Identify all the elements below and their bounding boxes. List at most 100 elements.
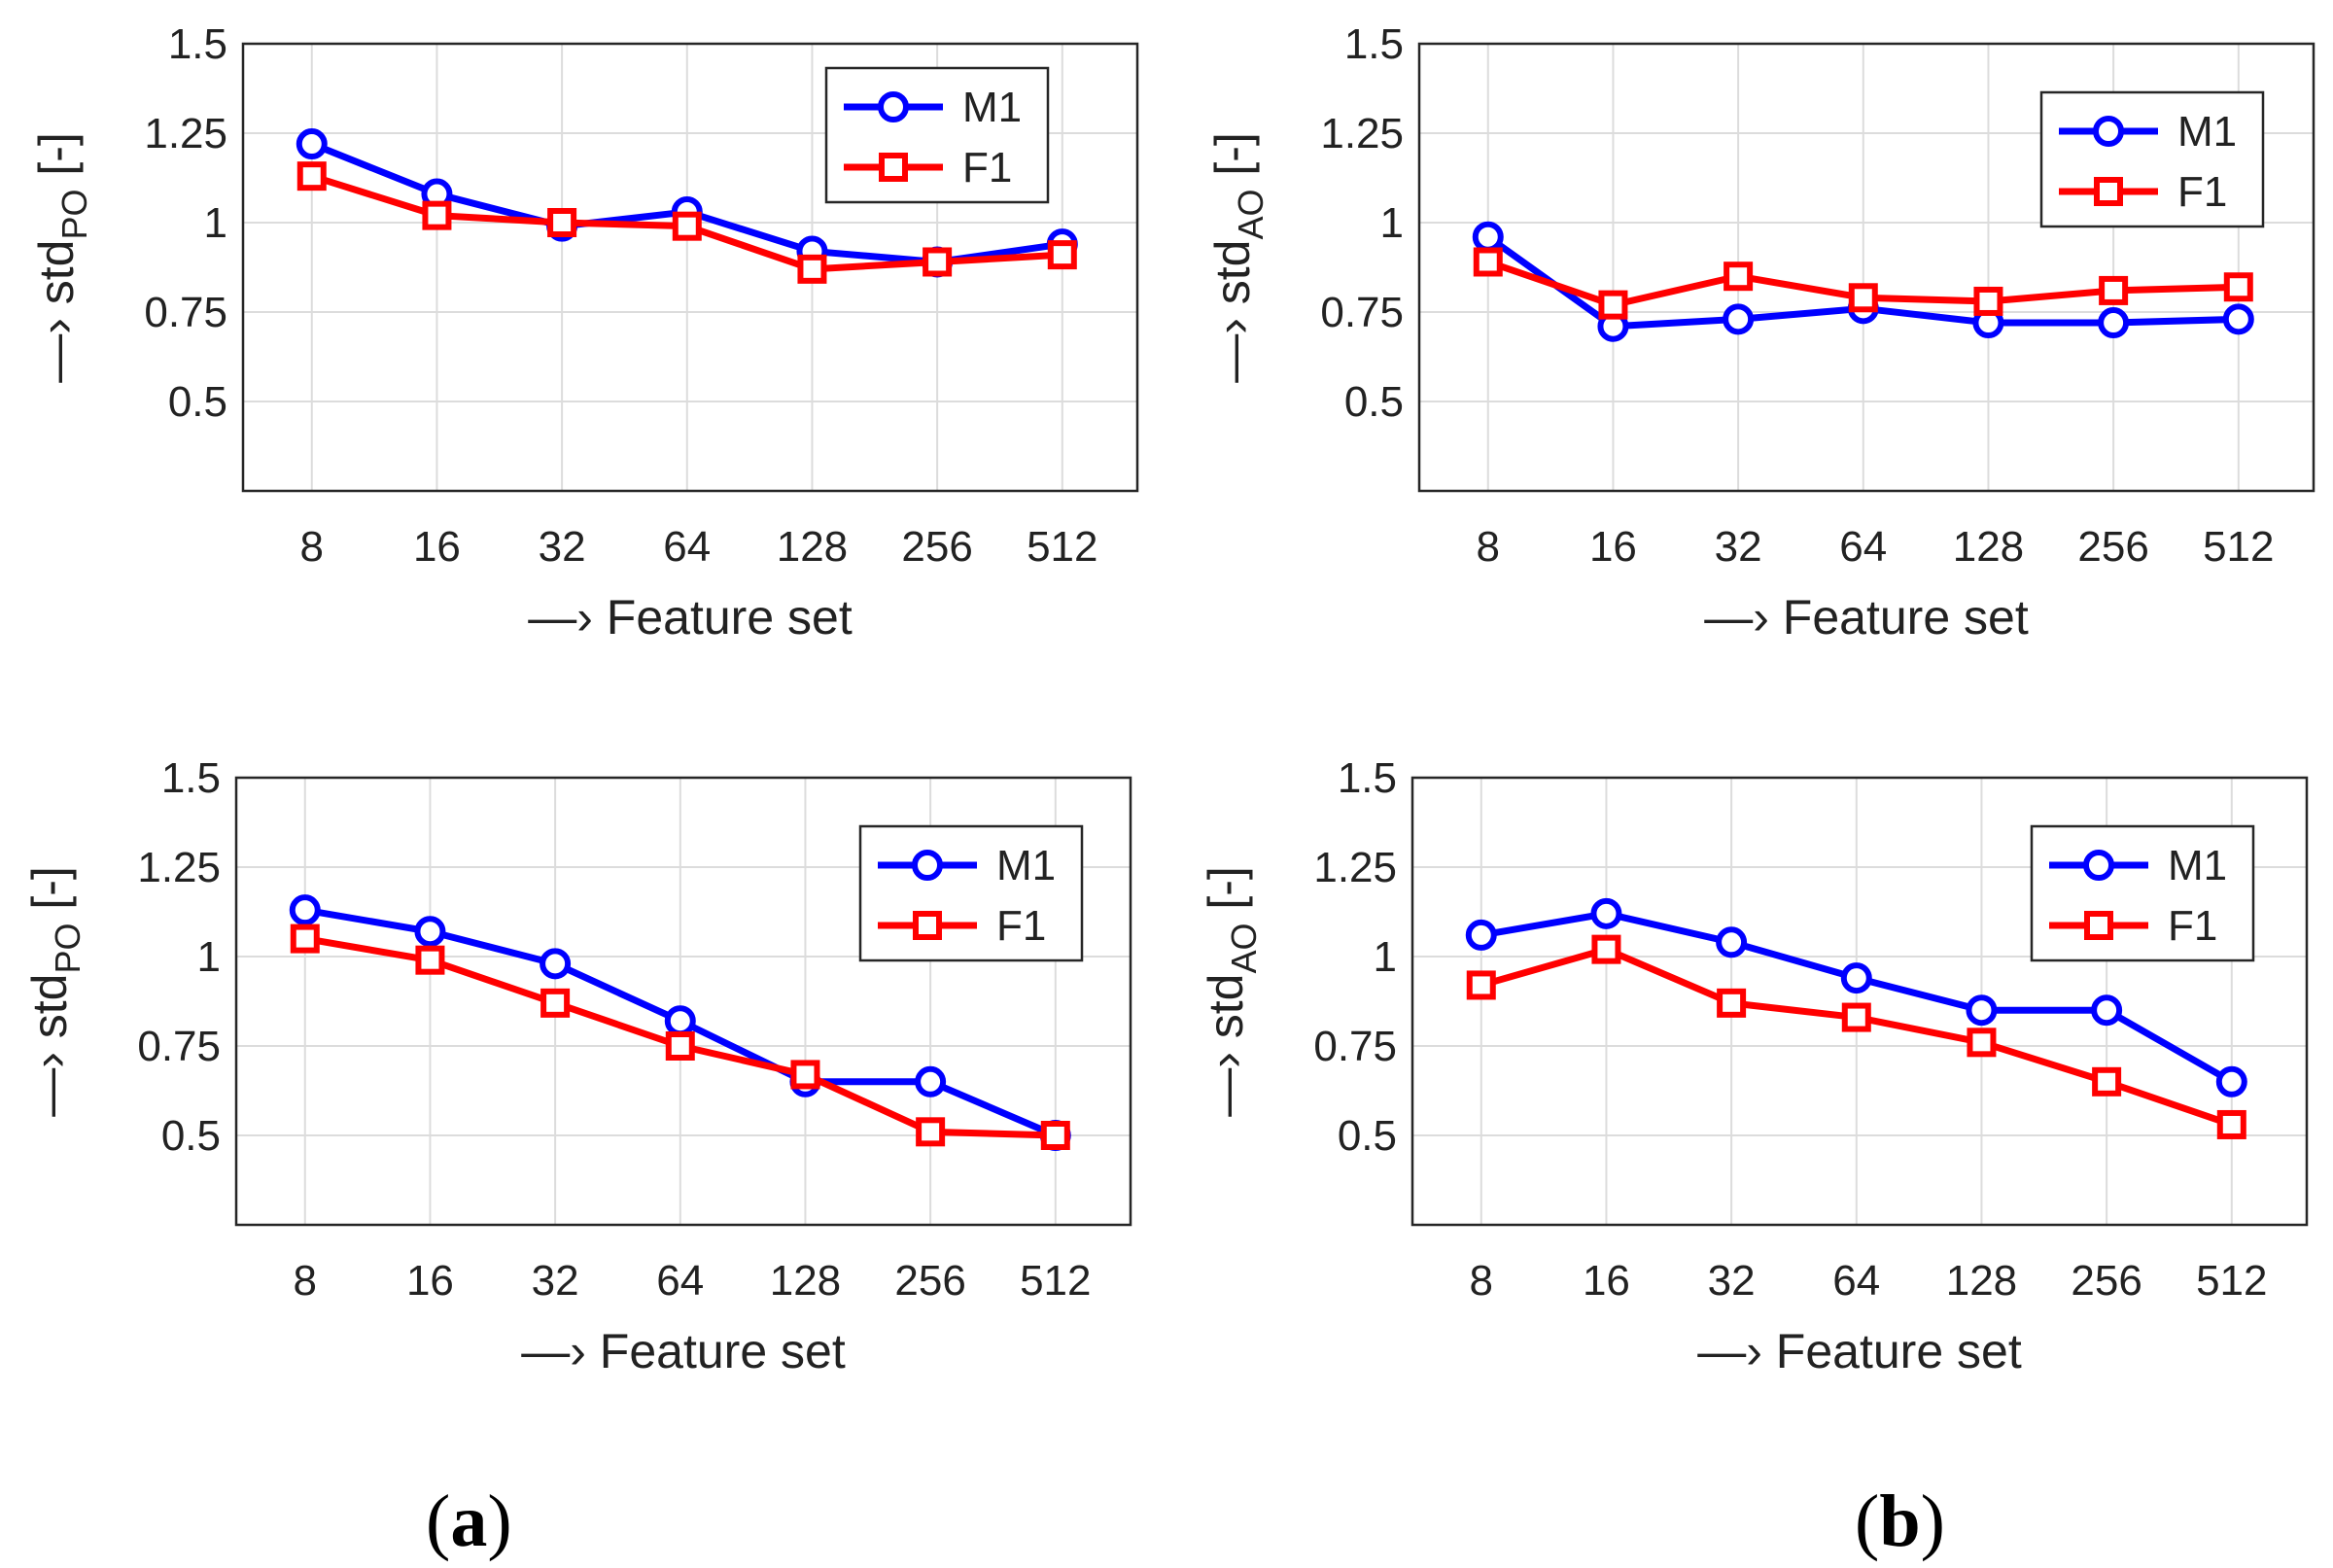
- y-tick-label: 1.25: [144, 110, 227, 157]
- x-tick-label: 8: [1477, 523, 1500, 571]
- legend-label-f1: F1: [2168, 902, 2217, 950]
- x-tick-label: 16: [1583, 1257, 1630, 1305]
- data-point-f1: [790, 1060, 820, 1090]
- data-point-f1: [290, 923, 320, 954]
- data-point-m1: [296, 128, 328, 160]
- y-tick-label: 1: [1374, 933, 1397, 981]
- x-axis-title: —› Feature set: [1704, 590, 2029, 645]
- y-tick-label: 1: [197, 933, 221, 981]
- data-point-f1: [1841, 1002, 1871, 1032]
- plot-frame: [1417, 42, 2316, 493]
- data-point-m1: [1966, 994, 1998, 1027]
- data-point-f1: [2216, 1109, 2246, 1139]
- panel-label-a-letter: a: [450, 1481, 488, 1562]
- series-m1: [289, 894, 1071, 1151]
- x-axis-title: —› Feature set: [528, 590, 853, 645]
- legend-marker-f1: [2084, 911, 2113, 940]
- y-tick-label: 1.25: [1320, 110, 1404, 157]
- x-tick-label: 256: [2077, 523, 2148, 571]
- panel-label-a-close: ): [487, 1481, 512, 1562]
- data-point-m1: [2091, 994, 2123, 1027]
- data-point-m1: [2215, 1065, 2247, 1098]
- y-tick-label: 0.75: [137, 1023, 221, 1070]
- data-point-m1: [2098, 307, 2130, 339]
- series-f1: [1466, 934, 2246, 1139]
- chart-bottom-left: 8 16 32 64 128 256 512 0.5 0.75 1 1.25 1.5 —› Featur…: [22, 754, 1132, 1378]
- series-f1: [296, 161, 1077, 284]
- legend-label-f1: F1: [2177, 168, 2227, 216]
- legend-marker-f1: [913, 911, 942, 940]
- x-axis-title: —› Feature set: [1697, 1324, 2022, 1378]
- x-tick-label: 32: [1715, 523, 1762, 571]
- y-axis-title: —› stdAO [-]: [1205, 132, 1271, 383]
- y-axis-title-unit: [-]: [1205, 132, 1260, 189]
- chart-top-left: 8 16 32 64 128 256 512 0.5 0.75 1 1.25 1.5 —› Featur…: [29, 20, 1139, 645]
- data-point-f1: [1848, 283, 1878, 313]
- data-point-f1: [2092, 1066, 2122, 1097]
- legend-label-f1: F1: [962, 144, 1012, 192]
- x-tick-label: 32: [1708, 1257, 1756, 1305]
- y-tick-label: 1.25: [1313, 844, 1397, 891]
- y-axis-title: —› stdPO [-]: [29, 132, 94, 383]
- x-tick-label: 64: [1832, 1257, 1880, 1305]
- data-point-f1: [1047, 240, 1077, 270]
- data-point-m1: [915, 1065, 947, 1098]
- y-axis-title-main: —› std: [1199, 974, 1253, 1117]
- panel-label-a-open: (: [426, 1481, 451, 1562]
- y-tick-label: 1.25: [137, 844, 221, 891]
- y-axis-title-unit: [-]: [22, 866, 77, 923]
- y-tick-label: 1.5: [1344, 20, 1404, 68]
- x-tick-label: 16: [406, 1257, 454, 1305]
- data-point-f1: [1040, 1121, 1070, 1150]
- data-point-m1: [414, 916, 446, 948]
- y-axis-title-unit: [-]: [29, 132, 84, 189]
- data-point-f1: [1591, 934, 1621, 964]
- x-tick-label: 512: [1027, 523, 1097, 571]
- panel-label-b: (b): [1855, 1480, 1945, 1564]
- legend-marker-f1: [879, 153, 908, 182]
- x-tick-label: 32: [532, 1257, 579, 1305]
- data-point-f1: [2223, 272, 2253, 302]
- x-tick-label: 256: [2071, 1257, 2141, 1305]
- x-tick-label: 8: [1470, 1257, 1493, 1305]
- x-tick-label: 512: [2196, 1257, 2267, 1305]
- y-tick-label: 1: [204, 199, 227, 247]
- x-tick-label: 128: [777, 523, 848, 571]
- plot-frame: [234, 776, 1132, 1227]
- legend-label-m1: M1: [962, 84, 1022, 131]
- panel-label-a: (a): [426, 1480, 512, 1564]
- series-m1: [1465, 897, 2247, 1098]
- legend-marker-m1: [912, 850, 943, 881]
- data-point-m1: [1723, 303, 1755, 335]
- chart-top-right: 8 16 32 64 128 256 512 0.5 0.75 1 1.25 1.5 —› Featur…: [1205, 20, 2316, 645]
- legend-box: [824, 66, 1050, 204]
- series-f1: [1473, 247, 2253, 320]
- x-tick-label: 64: [656, 1257, 704, 1305]
- x-tick-label: 128: [1953, 523, 2024, 571]
- y-axis-title-main: —› std: [1205, 240, 1260, 383]
- x-tick-label: 256: [901, 523, 972, 571]
- data-point-m1: [1465, 919, 1497, 951]
- y-axis-title-subscript: AO: [1224, 923, 1264, 974]
- legend-marker-f1: [2094, 177, 2123, 206]
- legend-box: [2030, 824, 2255, 962]
- panel-label-b-close: ): [1920, 1481, 1945, 1562]
- data-point-f1: [1973, 286, 2003, 316]
- data-point-m1: [540, 948, 572, 980]
- data-point-m1: [289, 894, 321, 926]
- data-point-m1: [1472, 221, 1504, 253]
- y-tick-label: 0.5: [168, 378, 227, 426]
- data-point-f1: [1466, 970, 1496, 1000]
- x-tick-label: 8: [300, 523, 324, 571]
- legend-label-m1: M1: [2168, 842, 2227, 889]
- data-point-f1: [422, 200, 452, 230]
- x-tick-label: 8: [294, 1257, 317, 1305]
- y-tick-label: 1.5: [161, 754, 221, 802]
- x-axis-title: —› Feature set: [521, 1324, 846, 1378]
- x-tick-label: 16: [413, 523, 461, 571]
- data-point-f1: [797, 254, 827, 284]
